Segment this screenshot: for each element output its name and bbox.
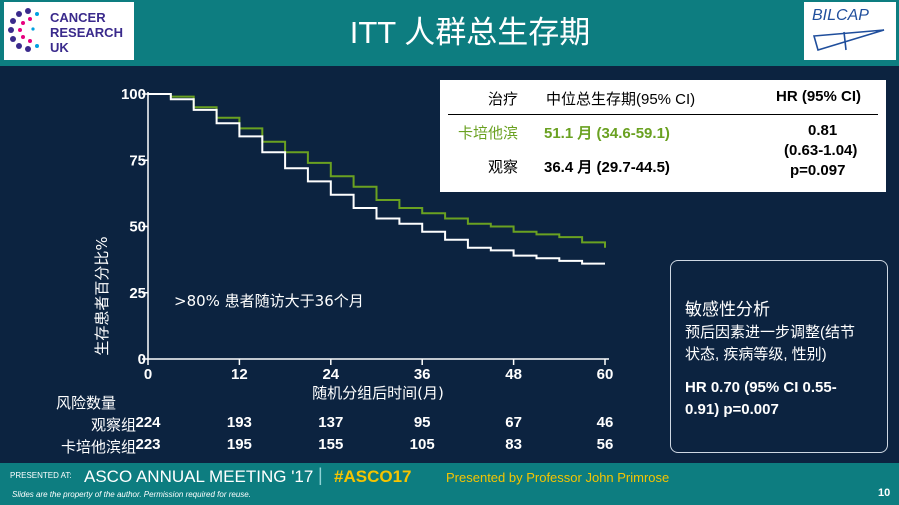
bilcap-logo: BILCAP — [804, 2, 896, 60]
logo-line-3: UK — [50, 40, 69, 55]
risk-value: 193 — [226, 414, 252, 431]
sensitivity-body-line-2: 状态, 疾病等级, 性别) — [685, 346, 827, 363]
row-capecitabine-name: 卡培他滨 — [458, 125, 519, 142]
risk-value: 46 — [596, 414, 614, 431]
presenter: Presented by Professor John Primrose — [446, 470, 670, 485]
risk-value: 137 — [318, 414, 344, 431]
footer-separator: | — [318, 465, 323, 485]
x-tick-labels: 0 12 24 36 48 60 — [144, 359, 614, 383]
hr-value: 0.81 — [808, 122, 838, 139]
cancer-research-uk-logo: CANCER RESEARCH UK — [4, 2, 134, 60]
x-tick-label: 36 — [414, 366, 431, 383]
y-tick-labels: 0 25 50 75 100 — [121, 86, 148, 368]
meeting-name: ASCO ANNUAL MEETING '17 — [84, 467, 314, 486]
cancer-research-uk-icon: CANCER RESEARCH UK — [8, 8, 123, 55]
hr-p-value: p=0.097 — [790, 162, 846, 179]
risk-value: 83 — [505, 436, 522, 453]
disclaimer: Slides are the property of the author. P… — [12, 490, 251, 499]
y-tick-label: 50 — [129, 219, 146, 236]
slide-title: ITT 人群总生存期 — [349, 15, 591, 50]
x-tick-label: 12 — [231, 366, 248, 383]
y-tick-label: 0 — [138, 351, 146, 368]
risk-value: 195 — [226, 436, 252, 453]
y-tick-label: 75 — [129, 152, 146, 169]
slide-header: CANCER RESEARCH UK ITT 人群总生存期 BILCAP — [0, 0, 899, 66]
sensitivity-result-line-2: 0.91) p=0.007 — [685, 401, 779, 418]
risk-value: 56 — [596, 436, 614, 453]
y-tick-label: 100 — [121, 86, 146, 103]
x-tick-label: 48 — [505, 366, 522, 383]
sensitivity-analysis-box: 敏感性分析 预后因素进一步调整(结节 状态, 疾病等级, 性别) HR 0.70… — [670, 260, 888, 453]
row-observation-median: 36.4 月 (29.7-44.5) — [544, 159, 670, 176]
hr-ci: (0.63-1.04) — [784, 142, 858, 159]
table-divider — [448, 114, 878, 115]
risk-row-label-observation: 观察组 — [90, 417, 136, 434]
risk-value: 155 — [318, 436, 344, 453]
y-tick-label: 25 — [129, 285, 146, 302]
risk-value: 95 — [413, 414, 431, 431]
survival-chart: 0 25 50 75 100 0 12 24 36 48 60 生存患者百分比% 随机分组后时间(… — [93, 86, 614, 402]
x-axis-label: 随机分组后时间(月) — [312, 384, 444, 402]
col-median-header: 中位总生存期(95% CI) — [546, 91, 696, 108]
chart-axes — [147, 92, 609, 360]
risk-value: 223 — [135, 436, 161, 453]
col-hr-header: HR (95% CI) — [776, 88, 862, 105]
slide-footer: PRESENTED AT: ASCO ANNUAL MEETING '17 | … — [0, 463, 899, 505]
logo-line-1: CANCER — [50, 10, 106, 25]
page-number: 10 — [878, 487, 891, 499]
x-tick-label: 0 — [144, 366, 152, 383]
risk-value: 67 — [505, 414, 522, 431]
x-tick-label: 24 — [322, 366, 339, 383]
y-axis-label: 生存患者百分比% — [93, 236, 111, 355]
row-observation-name: 观察 — [488, 159, 519, 176]
survival-curves — [148, 93, 606, 265]
presented-at-label: PRESENTED AT: — [10, 471, 72, 480]
row-capecitabine-median: 51.1 月 (34.6-59.1) — [544, 125, 670, 142]
bilcap-text: BILCAP — [812, 7, 869, 24]
median-survival-table: 治疗 中位总生存期(95% CI) HR (95% CI) 卡培他滨 51.1 … — [440, 80, 886, 192]
sensitivity-result-line-1: HR 0.70 (95% CI 0.55- — [685, 379, 837, 396]
risk-value: 224 — [135, 414, 161, 431]
series-line-1 — [148, 93, 606, 248]
risk-row-label-capecitabine: 卡培他滨组 — [60, 439, 136, 456]
bilcap-icon: BILCAP — [812, 7, 885, 52]
hashtag: #ASCO17 — [334, 467, 412, 486]
risk-table-header: 风险数量 — [56, 395, 117, 412]
followup-annotation: >80% 患者随访大于36个月 — [174, 292, 364, 310]
sensitivity-body-line-1: 预后因素进一步调整(结节 — [685, 324, 855, 341]
sensitivity-title: 敏感性分析 — [685, 300, 770, 319]
risk-value: 105 — [409, 436, 435, 453]
series-line-2 — [148, 93, 605, 265]
x-tick-label: 60 — [597, 366, 614, 383]
col-treatment-header: 治疗 — [488, 91, 519, 108]
logo-line-2: RESEARCH — [50, 25, 123, 40]
